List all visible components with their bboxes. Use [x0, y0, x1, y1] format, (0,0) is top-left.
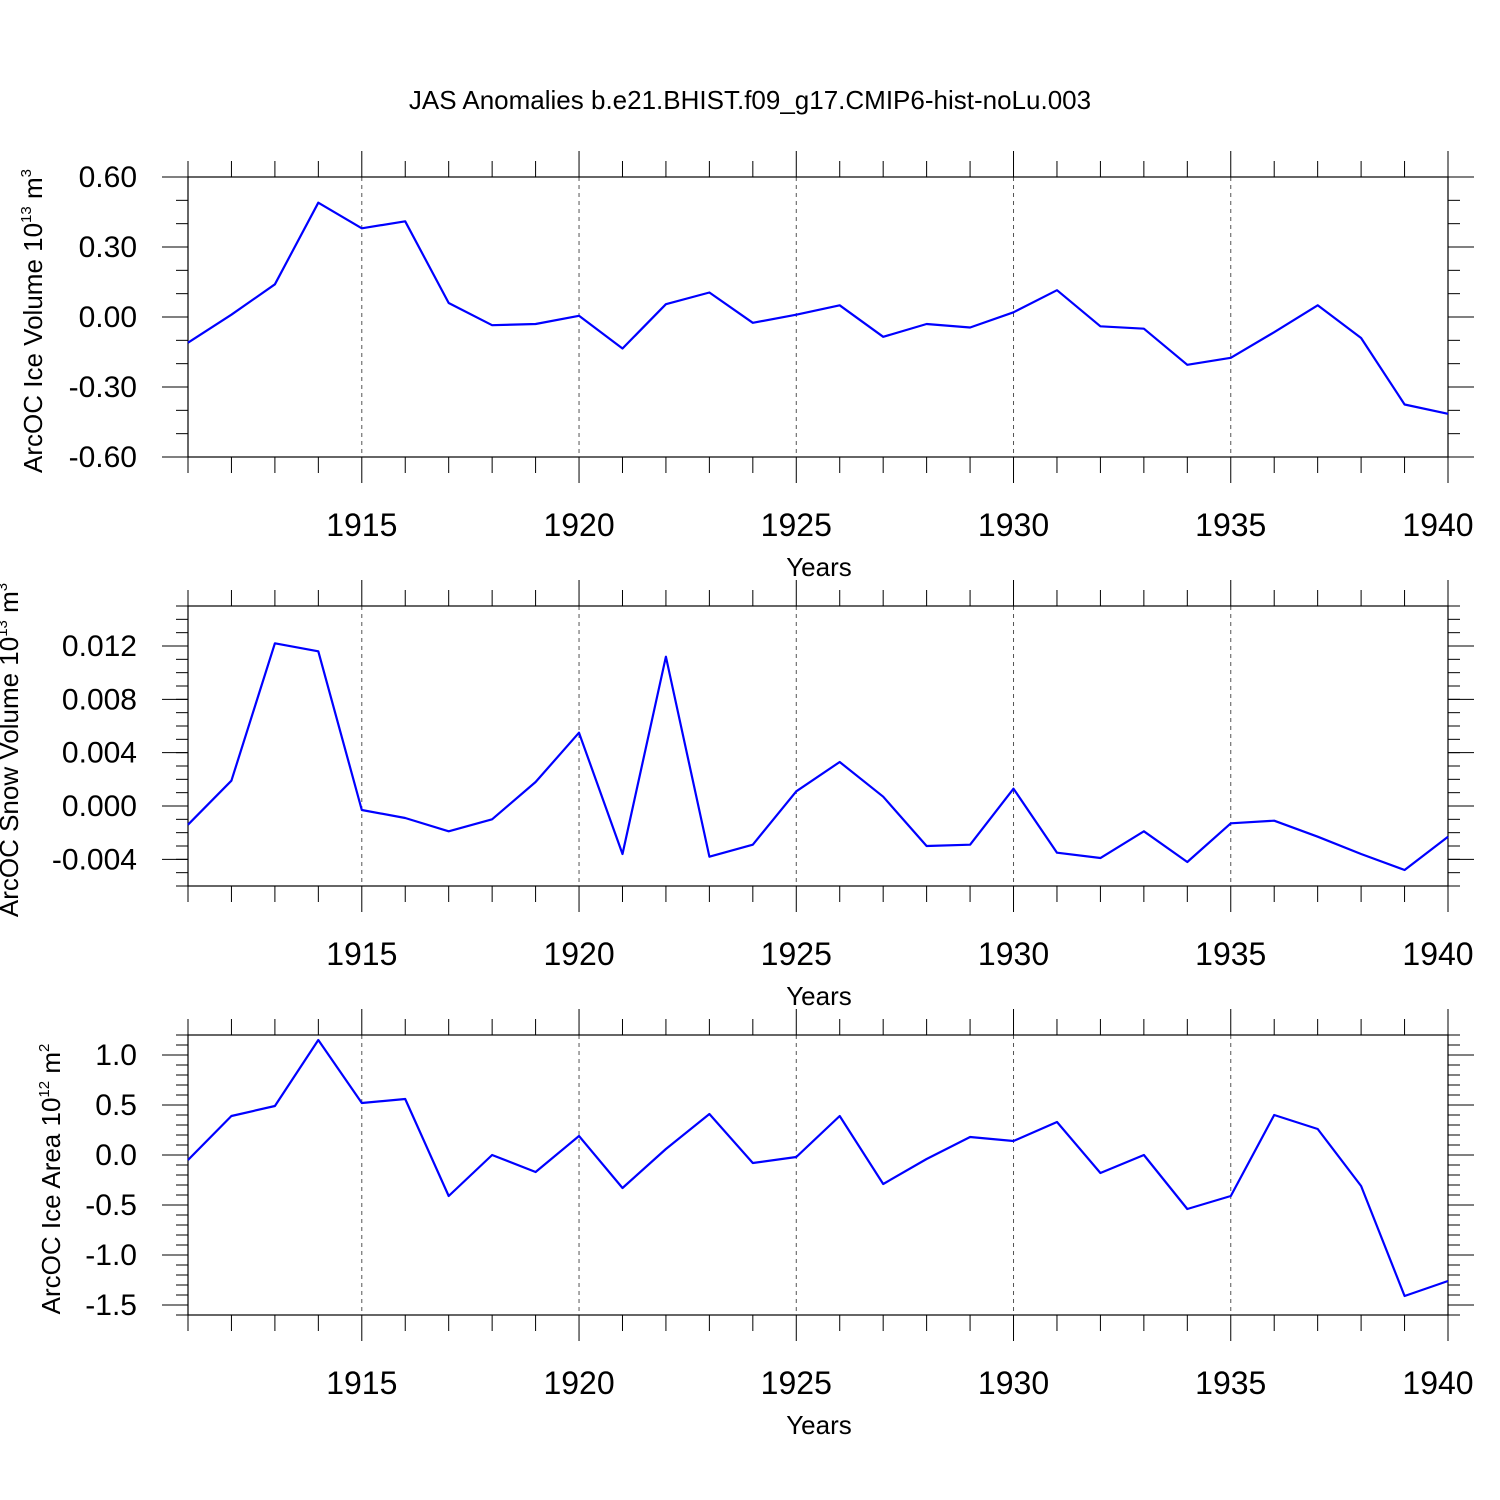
x-tick-label: 1915: [326, 507, 397, 543]
y-tick-label: -1.5: [85, 1289, 137, 1322]
x-axis-label: Years: [786, 552, 852, 582]
plot-frame: [187, 176, 1449, 458]
y-axis-label: ArcOC Ice Area 1012 m2: [36, 1044, 66, 1315]
series-line-ice-area: [187, 1038, 1449, 1298]
x-tick-label: 1930: [978, 1365, 1049, 1401]
x-tick-label: 1940: [1402, 507, 1473, 543]
figure-title: JAS Anomalies b.e21.BHIST.f09_g17.CMIP6-…: [409, 85, 1091, 115]
x-tick-label: 1925: [761, 1365, 832, 1401]
y-tick-label: 0.5: [95, 1089, 137, 1122]
y-tick-label: -0.004: [52, 843, 137, 876]
y-tick-label: -0.30: [69, 371, 137, 404]
x-tick-label: 1925: [761, 936, 832, 972]
plot-frame: [187, 605, 1449, 887]
x-tick-label: 1930: [978, 507, 1049, 543]
y-tick-label: 0.000: [62, 790, 137, 823]
y-tick-label: 0.00: [79, 301, 137, 334]
plot-frame: [187, 1034, 1449, 1316]
x-axis-label: Years: [786, 1410, 852, 1440]
x-tick-label: 1935: [1195, 1365, 1266, 1401]
series-line-ice-volume: [187, 201, 1449, 415]
series-line-snow-volume: [187, 642, 1449, 872]
x-axis-label: Years: [786, 981, 852, 1011]
y-tick-label: 1.0: [95, 1039, 137, 1072]
x-tick-label: 1930: [978, 936, 1049, 972]
x-tick-label: 1915: [326, 936, 397, 972]
x-tick-label: 1920: [543, 507, 614, 543]
panel-snow-volume: -0.004 0.000 0.004 0.008 0.012 1915 1920 1925 19…: [0, 580, 1474, 1011]
x-tick-label: 1920: [543, 1365, 614, 1401]
x-tick-label: 1925: [761, 507, 832, 543]
x-tick-label: 1915: [326, 1365, 397, 1401]
y-tick-label: 0.60: [79, 161, 137, 194]
y-tick-label: 0.30: [79, 231, 137, 264]
x-tick-label: 1935: [1195, 507, 1266, 543]
y-tick-label: 0.012: [62, 630, 137, 663]
x-tick-label: 1940: [1402, 1365, 1473, 1401]
x-tick-label: 1940: [1402, 936, 1473, 972]
x-tick-label: 1935: [1195, 936, 1266, 972]
y-tick-label: -0.5: [85, 1189, 137, 1222]
y-tick-label: -1.0: [85, 1239, 137, 1272]
y-axis-label: ArcOC Ice Volume 1013 m3: [18, 169, 48, 473]
y-tick-label: 0.008: [62, 683, 137, 716]
y-tick-label: 0.004: [62, 737, 137, 770]
panel-ice-volume: -0.60 -0.30 0.00 0.30 0.60 1915 1920 1925 1930 19…: [18, 151, 1474, 582]
y-axis-label: ArcOC Snow Volume 1013 m3: [0, 583, 24, 917]
y-tick-label: -0.60: [69, 441, 137, 474]
y-tick-label: 0.0: [95, 1139, 137, 1172]
x-tick-label: 1920: [543, 936, 614, 972]
panel-ice-area: -1.5 -1.0 -0.5 0.0 0.5 1.0 1915 1920 1925 1930 193…: [36, 1009, 1474, 1440]
